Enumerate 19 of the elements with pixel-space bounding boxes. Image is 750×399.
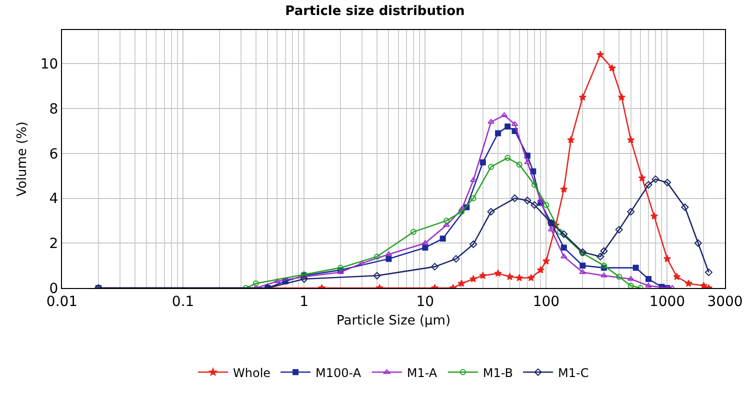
chart-title: Particle size distribution <box>285 4 465 20</box>
x-tick-label: 10 <box>416 294 434 310</box>
legend-label: M1-A <box>406 366 438 380</box>
y-tick-label: 8 <box>49 101 58 118</box>
y-axis-title: Volume (%) <box>15 122 30 196</box>
x-tick-label: 100 <box>532 294 560 310</box>
x-tick-label: 0.1 <box>172 294 194 310</box>
legend-label: M100-A <box>316 366 362 380</box>
x-tick-label: 1 <box>300 294 309 310</box>
legend-label: M1-C <box>558 366 589 380</box>
y-tick-label: 4 <box>49 191 58 208</box>
x-tick-label: 1000 <box>649 294 686 310</box>
legend-label: Whole <box>233 366 271 380</box>
x-axis-title: Particle Size (µm) <box>336 313 451 328</box>
y-tick-label: 2 <box>49 236 58 252</box>
y-tick-label: 10 <box>40 56 58 73</box>
legend-label: M1-B <box>482 366 514 380</box>
y-tick-label: 6 <box>49 146 58 162</box>
x-tick-label: 3000 <box>707 294 743 310</box>
